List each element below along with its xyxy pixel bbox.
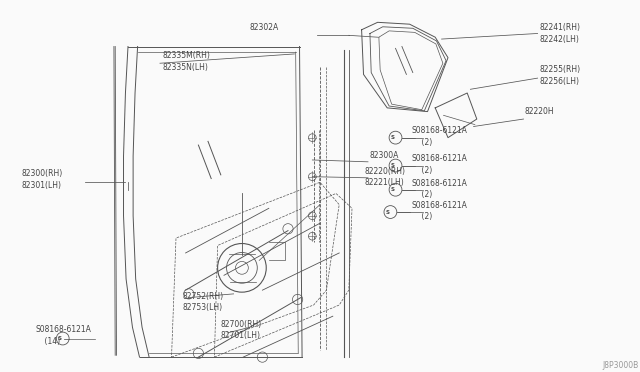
- Text: 82220(RH)
82221(LH): 82220(RH) 82221(LH): [365, 167, 406, 187]
- Text: 82220H: 82220H: [525, 107, 554, 116]
- Text: 82752(RH)
82753(LH): 82752(RH) 82753(LH): [182, 292, 223, 312]
- Text: 82255(RH)
82256(LH): 82255(RH) 82256(LH): [540, 65, 580, 86]
- Text: S08168-6121A
    (2): S08168-6121A (2): [412, 126, 467, 147]
- Text: 82700(RH)
82701(LH): 82700(RH) 82701(LH): [221, 320, 262, 340]
- Text: S: S: [390, 163, 394, 168]
- Text: S: S: [385, 209, 389, 215]
- Text: 82302A: 82302A: [250, 23, 279, 32]
- Text: J8P3000B: J8P3000B: [603, 361, 639, 370]
- Text: S08168-6121A
    (2): S08168-6121A (2): [412, 179, 467, 199]
- Text: 82335M(RH)
82335N(LH): 82335M(RH) 82335N(LH): [163, 51, 211, 72]
- Text: 82300(RH)
82301(LH): 82300(RH) 82301(LH): [22, 169, 63, 190]
- Text: S: S: [58, 336, 61, 341]
- Text: 82300A: 82300A: [370, 151, 399, 160]
- Text: 82241(RH)
82242(LH): 82241(RH) 82242(LH): [540, 23, 580, 44]
- Text: S: S: [390, 187, 394, 192]
- Text: S08168-6121A
    (2): S08168-6121A (2): [412, 201, 467, 221]
- Text: S08168-6121A
    (14): S08168-6121A (14): [35, 326, 91, 346]
- Text: S: S: [390, 135, 394, 140]
- Text: S08168-6121A
    (2): S08168-6121A (2): [412, 154, 467, 175]
